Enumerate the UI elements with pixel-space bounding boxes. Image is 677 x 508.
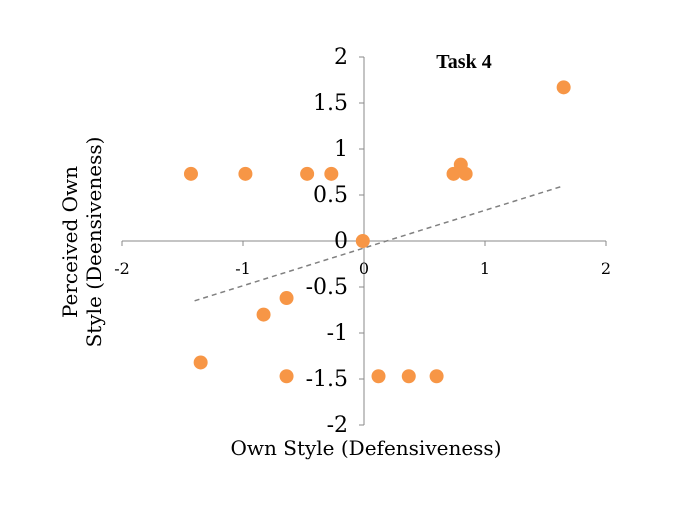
- x-tick-label: -1: [235, 259, 251, 278]
- y-tick-label: -2: [327, 413, 348, 438]
- data-point: [238, 166, 253, 181]
- x-tick-label: 1: [480, 259, 490, 278]
- x-tick-label: 2: [601, 259, 611, 278]
- data-point: [556, 80, 571, 95]
- y-tick-label: 2: [334, 45, 348, 70]
- data-point: [279, 291, 294, 306]
- data-point: [183, 166, 198, 181]
- points-group: [183, 80, 571, 384]
- y-tick-label: 0.5: [313, 183, 348, 208]
- data-point: [193, 355, 208, 370]
- x-tick-label: 0: [359, 259, 369, 278]
- y-tick-label: -1: [327, 321, 348, 346]
- y-tick-label: -0.5: [306, 275, 348, 300]
- data-point: [371, 369, 386, 384]
- data-point: [355, 234, 370, 248]
- chart-title: Task 4: [436, 51, 491, 73]
- x-tick-label: -2: [114, 259, 130, 278]
- trendline-group: [194, 185, 564, 302]
- data-point: [401, 369, 416, 384]
- y-tick-label: 0: [334, 229, 348, 254]
- y-tick-label: 1.5: [313, 91, 348, 116]
- y-axis-title-line-2: Style (Deensiveness): [82, 137, 106, 348]
- trendline: [194, 185, 564, 302]
- labels-group: Task 4 Own Style (Defensiveness) Perceiv…: [58, 51, 502, 460]
- y-axis-title-line-1: Perceived Own: [58, 166, 82, 318]
- data-point: [458, 166, 473, 181]
- x-axis-title: Own Style (Defensiveness): [230, 436, 501, 460]
- y-tick-label: 1: [334, 137, 348, 162]
- y-tick-label: -1.5: [306, 367, 348, 392]
- data-point: [279, 369, 294, 384]
- axes: -2 -1 0 1 2 2 1.5 1 0.5 0 -0.5 -1 -1.5 -2: [114, 45, 611, 438]
- data-point: [324, 166, 339, 181]
- data-point: [256, 307, 271, 322]
- data-point: [300, 166, 315, 181]
- data-point: [429, 369, 444, 384]
